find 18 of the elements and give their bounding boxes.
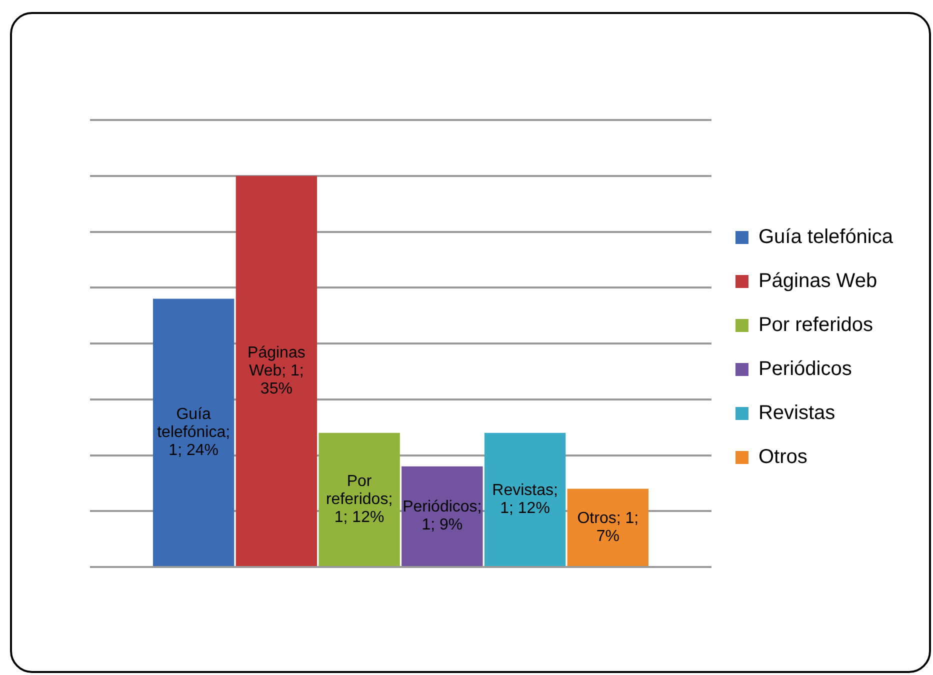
bar [236,176,318,566]
legend-label: Revistas [758,402,836,424]
bar [402,466,483,566]
data-label: Revistas; 1; 12% [492,482,558,517]
data-label: Periódicos; 1; 9% [402,498,482,534]
legend-label: Páginas Web [758,270,878,292]
legend-label: Otros [758,446,808,468]
data-label: Otros; 1; 7% [577,510,639,545]
legend-label: Guía telefónica [758,226,894,248]
data-label: Páginas Web; 1; 35% [248,344,306,398]
bar [318,432,400,566]
bar [152,298,234,566]
bar [567,488,648,566]
legend-label: Periódicos [758,358,852,380]
data-label: Por referidos; 1; 12% [326,472,393,526]
bar [484,432,566,566]
data-label: Guía telefónica; 1; 24% [157,406,230,459]
legend-label: Por referidos [758,314,873,336]
